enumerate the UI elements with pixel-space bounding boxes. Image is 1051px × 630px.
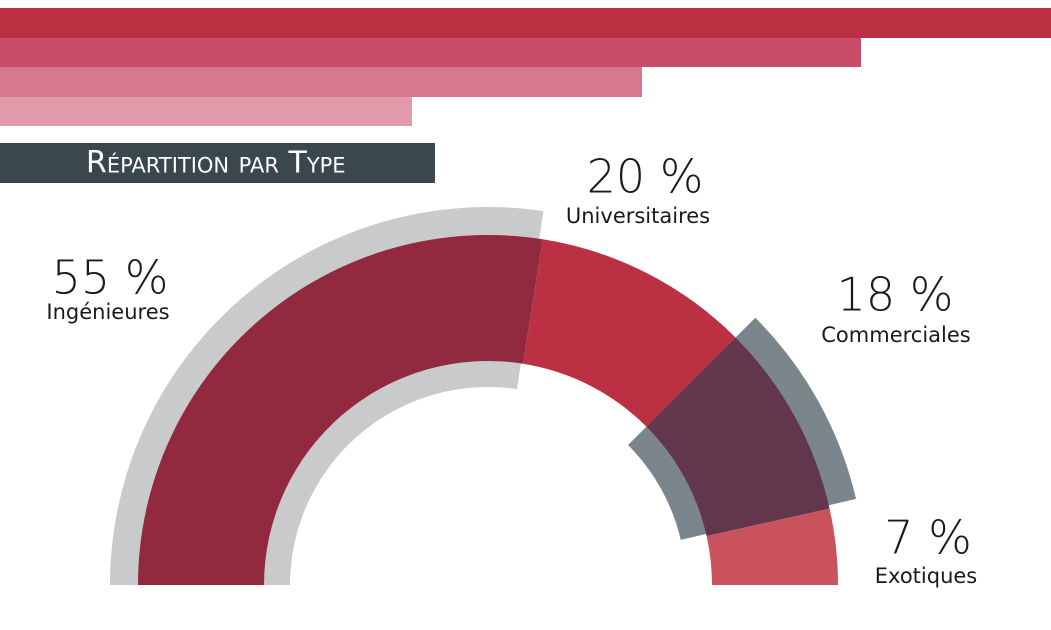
chart-title: Répartition par Type bbox=[86, 146, 346, 181]
category-label: Universitaires bbox=[566, 204, 710, 228]
value-label: 20 % bbox=[587, 150, 704, 204]
arcs bbox=[110, 207, 857, 586]
value-label: 18 % bbox=[837, 268, 954, 322]
decor-bar bbox=[0, 67, 642, 97]
segment bbox=[706, 508, 838, 585]
category-label: Exotiques bbox=[875, 564, 977, 588]
decor-bar bbox=[0, 8, 1051, 38]
title-bar bbox=[0, 143, 435, 183]
segment bbox=[523, 239, 736, 427]
segment bbox=[138, 235, 543, 586]
category-label: Commerciales bbox=[821, 323, 970, 347]
decor-bar bbox=[0, 38, 861, 67]
category-label: Ingénieures bbox=[46, 300, 169, 324]
segment bbox=[646, 337, 830, 537]
value-label: 7 % bbox=[884, 511, 972, 565]
value-label: 55 % bbox=[52, 251, 169, 305]
decor-bar bbox=[0, 97, 412, 126]
